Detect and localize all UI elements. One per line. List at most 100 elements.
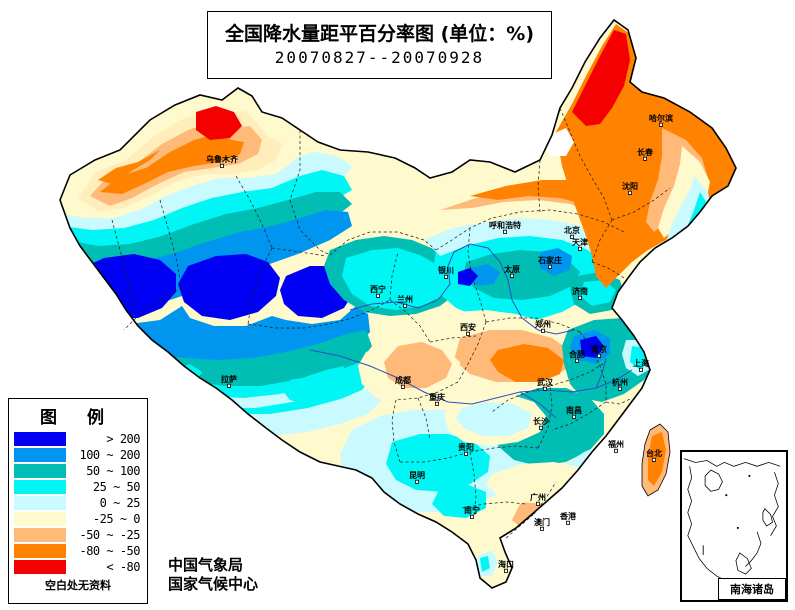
city-label: 长春 — [637, 147, 653, 157]
attribution-center: 国家气候中心 — [168, 575, 259, 593]
legend-row: 100 ~ 200 — [9, 447, 147, 463]
legend-footer: 空白处无资料 — [45, 579, 111, 592]
city-marker: 昆明 — [409, 470, 425, 484]
city-dot-icon — [628, 190, 633, 195]
city-label: 郑州 — [535, 319, 551, 329]
city-label: 台北 — [646, 448, 662, 458]
city-dot-icon — [578, 246, 583, 251]
city-marker: 沈阳 — [622, 181, 638, 195]
legend-row: < -80 — [9, 559, 147, 575]
city-label: 太原 — [503, 264, 520, 274]
city-marker: 澳门 — [534, 517, 550, 531]
city-dot-icon — [443, 274, 448, 279]
legend-heading: 图 例 — [40, 408, 116, 428]
city-label: 南宁 — [464, 505, 480, 515]
city-marker: 长沙 — [533, 416, 549, 430]
legend-swatch — [14, 528, 66, 542]
legend-label: 25 ~ 50 — [92, 480, 141, 494]
city-dot-icon — [400, 384, 405, 389]
legend-row: -25 ~ 0 — [9, 511, 147, 527]
legend: 图 例 > 200 100 ~ 200 50 ~ 100 25 ~ 50 0 ~ 25 -… — [8, 398, 148, 604]
city-dot-icon — [465, 331, 470, 336]
legend-row: > 200 — [9, 431, 147, 447]
city-label: 沈阳 — [622, 181, 638, 191]
city-dot-icon — [578, 295, 583, 300]
city-marker: 银川 — [437, 265, 454, 279]
city-marker: 台北 — [646, 448, 662, 462]
city-dot-icon — [643, 156, 648, 161]
legend-swatch — [14, 480, 66, 494]
legend-row: 50 ~ 100 — [9, 463, 147, 479]
city-label: 合肥 — [568, 349, 585, 359]
city-label: 重庆 — [429, 392, 445, 402]
city-marker: 海口 — [498, 559, 514, 573]
map-title-box: 全国降水量距平百分率图 (单位：%) 20070827--20070928 — [207, 11, 552, 79]
city-dot-icon — [414, 479, 419, 484]
city-label: 杭州 — [612, 377, 628, 387]
rivers — [309, 243, 633, 419]
city-dot-icon — [618, 386, 623, 391]
legend-label: -50 ~ -25 — [79, 528, 140, 542]
legend-label: > 200 — [106, 432, 140, 446]
city-marker: 上海 — [633, 358, 649, 372]
legend-label: 0 ~ 25 — [99, 496, 141, 510]
city-label: 贵阳 — [458, 442, 474, 452]
legend-label: 100 ~ 200 — [79, 448, 140, 462]
city-marker: 南昌 — [566, 405, 582, 419]
inset-coastlines — [683, 458, 781, 585]
legend-swatch — [14, 432, 66, 446]
city-label: 哈尔滨 — [649, 113, 673, 123]
city-dot-icon — [639, 367, 644, 372]
city-marker: 香港 — [559, 511, 577, 525]
city-marker: 哈尔滨 — [649, 113, 673, 127]
city-label: 北京 — [564, 225, 580, 235]
city-marker: 福州 — [607, 439, 624, 453]
legend-label: -25 ~ 0 — [92, 512, 141, 526]
city-marker: 天津 — [572, 237, 588, 251]
city-dot-icon — [469, 514, 474, 519]
city-dot-icon — [502, 229, 507, 234]
city-label: 长沙 — [533, 416, 549, 426]
city-dot-icon — [614, 448, 619, 453]
city-marker: 广州 — [530, 492, 546, 506]
legend-swatch — [14, 464, 66, 478]
city-marker: 郑州 — [535, 319, 551, 333]
city-label: 乌鲁木齐 — [206, 154, 239, 164]
city-dot-icon — [509, 273, 514, 278]
city-marker: 长春 — [637, 147, 653, 161]
city-marker: 重庆 — [429, 392, 445, 406]
city-label: 澳门 — [534, 517, 550, 527]
city-dot-icon — [536, 501, 541, 506]
city-label: 拉萨 — [221, 374, 237, 384]
city-label: 武汉 — [537, 377, 554, 387]
city-label: 呼和浩特 — [489, 220, 521, 230]
city-label: 济南 — [572, 286, 588, 296]
city-label: 广州 — [530, 492, 546, 502]
city-label: 成都 — [395, 375, 411, 385]
province-borders — [111, 107, 671, 539]
legend-label: -80 ~ -50 — [79, 544, 140, 558]
city-dot-icon — [575, 358, 580, 363]
city-marker: 兰州 — [397, 294, 413, 308]
inset-label: 南海诸岛 — [718, 578, 786, 600]
city-marker: 石家庄 — [537, 255, 562, 269]
attribution-agency: 中国气象局 — [168, 556, 244, 574]
city-marker: 太原 — [503, 264, 520, 278]
city-dot-icon — [652, 457, 657, 462]
legend-swatch — [14, 560, 66, 574]
city-dot-icon — [375, 293, 380, 298]
city-marker: 合肥 — [568, 349, 585, 363]
legend-rows: > 200 100 ~ 200 50 ~ 100 25 ~ 50 0 ~ 25 -25 ~… — [9, 431, 147, 575]
legend-label: 50 ~ 100 — [86, 464, 140, 478]
city-marker: 贵阳 — [458, 442, 474, 456]
city-dot-icon — [570, 234, 575, 239]
city-label: 香港 — [559, 511, 577, 521]
city-dot-icon — [434, 401, 439, 406]
city-dot-icon — [659, 122, 664, 127]
city-dot-icon — [543, 386, 548, 391]
city-dot-icon — [219, 163, 224, 168]
city-marker: 南宁 — [464, 505, 480, 519]
